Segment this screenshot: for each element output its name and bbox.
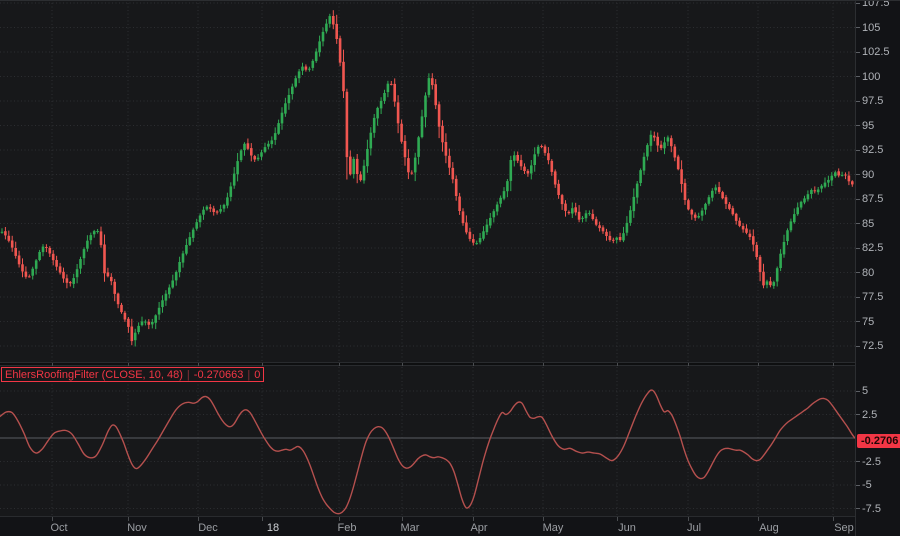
- axis-tickmark: [856, 51, 860, 53]
- axis-tickmark: [856, 272, 860, 273]
- price-pane-candlestick-chart[interactable]: [0, 1, 855, 362]
- time-axis-label: Jul: [686, 522, 702, 534]
- axis-tick-label: -7.5: [862, 502, 881, 515]
- separator-tick: [833, 363, 834, 366]
- axis-tickmark: [856, 2, 860, 4]
- time-tickmark: [402, 517, 403, 521]
- time-tickmark: [52, 517, 53, 521]
- axis-tick-label: 100: [862, 70, 881, 83]
- separator-tick: [617, 363, 618, 366]
- separator-tick: [758, 363, 759, 366]
- time-axis-label: 18: [266, 522, 280, 534]
- separator-tick: [339, 363, 340, 366]
- indicator-extra-value: 0: [254, 368, 261, 381]
- axis-tick-label: 5: [862, 385, 869, 397]
- axis-tick-label: 75: [862, 315, 875, 328]
- axis-tickmark: [856, 223, 860, 224]
- separator-tick: [543, 363, 544, 366]
- axis-tick-label: 77.5: [862, 291, 884, 303]
- axis-tick-label: 102.5: [862, 46, 890, 58]
- pane-resize-separator[interactable]: [0, 362, 855, 366]
- time-tickmark: [617, 517, 618, 521]
- axis-tick-label: -5: [862, 479, 872, 491]
- axis-tickmark: [856, 414, 860, 415]
- time-axis-label: Mar: [400, 522, 420, 534]
- axis-tickmark: [856, 100, 860, 102]
- time-axis-label: Feb: [337, 522, 357, 534]
- time-tickmark: [543, 517, 544, 521]
- axis-tick-label: 80: [862, 266, 875, 279]
- time-axis-label: Oct: [50, 522, 68, 534]
- indicator-value-badge: -0.2706: [857, 434, 900, 448]
- axis-tickmark: [856, 390, 860, 392]
- time-tickmark: [262, 517, 263, 521]
- time-tickmark: [473, 517, 474, 521]
- separator-tick: [262, 363, 263, 366]
- indicator-label-box[interactable]: EhlersRoofingFilter (CLOSE, 10, 48) | -0…: [1, 367, 265, 382]
- indicator-value: -0.270663: [193, 368, 244, 381]
- time-axis-label: Nov: [127, 522, 147, 534]
- time-tickmark: [688, 517, 689, 521]
- axis-tickmark: [856, 174, 860, 175]
- indicator-label-divider: |: [186, 368, 190, 381]
- indicator-title: EhlersRoofingFilter (CLOSE, 10, 48): [5, 368, 183, 381]
- axis-tick-label: 2.5: [862, 408, 878, 421]
- axis-tickmark: [856, 461, 860, 462]
- axis-tick-label: 90: [862, 168, 875, 181]
- axis-tick-label: 97.5: [862, 95, 884, 107]
- axis-tickmark: [856, 296, 860, 298]
- axis-tick-label: 87.5: [862, 193, 884, 205]
- time-axis-label: Dec: [198, 522, 218, 534]
- axis-tick-label: 95: [862, 119, 875, 132]
- axis-tickmark: [856, 125, 860, 126]
- axis-tickmark: [856, 345, 860, 347]
- axis-tickmark: [856, 149, 860, 151]
- time-tickmark: [128, 517, 129, 521]
- axis-tickmark: [856, 76, 860, 77]
- axis-tick-label: -2.5: [862, 455, 881, 468]
- separator-tick: [473, 363, 474, 366]
- indicator-pane-oscillator-chart[interactable]: [0, 367, 855, 516]
- time-tickmark: [758, 517, 759, 521]
- axis-tickmark: [856, 27, 860, 28]
- axis-tickmark: [856, 321, 860, 322]
- axis-tick-label: 107.5: [862, 0, 890, 9]
- axis-tickmark: [856, 484, 860, 486]
- axis-tickmark: [856, 508, 860, 509]
- time-axis-label: May: [542, 522, 564, 534]
- time-axis-label: Sep: [834, 522, 854, 534]
- time-tickmark: [198, 517, 199, 521]
- time-axis-label: Apr: [470, 522, 488, 534]
- price-axis[interactable]: 107.5 105 102.5 100 97.5 95 92.5 90 87.5 85 82.5 80…: [855, 1, 900, 536]
- axis-tick-label: 105: [862, 21, 881, 34]
- separator-tick: [402, 363, 403, 366]
- separator-tick: [128, 363, 129, 366]
- axis-tickmark: [856, 198, 860, 200]
- axis-tick-label: 82.5: [862, 242, 884, 254]
- separator-tick: [688, 363, 689, 366]
- indicator-label-divider: |: [247, 368, 251, 381]
- axis-tick-label: 85: [862, 217, 875, 230]
- axis-tick-label: 72.5: [862, 340, 884, 352]
- candlestick-series: [0, 10, 854, 347]
- time-axis-label: Jun: [618, 522, 636, 534]
- axis-tick-label: 92.5: [862, 144, 884, 156]
- separator-tick: [52, 363, 53, 366]
- time-tickmark: [339, 517, 340, 521]
- time-axis[interactable]: Oct Nov Dec 18 Feb Mar Apr May Jun Jul Aug Sep: [0, 516, 855, 536]
- indicator-line: [0, 389, 855, 515]
- axis-tickmark: [856, 247, 860, 249]
- separator-tick: [198, 363, 199, 366]
- time-tickmark: [833, 517, 834, 521]
- time-axis-label: Aug: [759, 522, 779, 534]
